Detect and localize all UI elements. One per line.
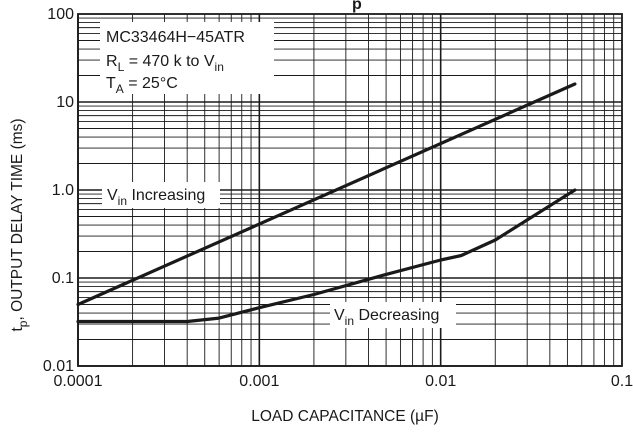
x-axis-title: LOAD CAPACITANCE (µF) bbox=[251, 408, 438, 425]
label-increasing-rest: Increasing bbox=[127, 187, 205, 204]
y-tick-label: 0.1 bbox=[52, 270, 74, 287]
x-tick-label: 0.001 bbox=[239, 373, 279, 390]
x-tick-label: 0.0001 bbox=[54, 373, 103, 390]
y-axis-title: tp, OUTPUT DELAY TIME (ms) bbox=[9, 118, 30, 331]
conditions-box: MC33464H−45ATR RL = 470 k to Vin TA = 25… bbox=[100, 22, 274, 96]
x-tick-label: 0.01 bbox=[425, 373, 456, 390]
label-increasing: Vin Increasing bbox=[102, 182, 220, 208]
label-decreasing-main: V bbox=[334, 307, 345, 324]
label-increasing-main: V bbox=[107, 187, 118, 204]
rl-label: RL = 470 k to Vin bbox=[106, 53, 224, 74]
y-tick-label: 10 bbox=[56, 94, 74, 111]
label-increasing-text: Vin Increasing bbox=[107, 187, 205, 208]
series-line-vin-decreasing bbox=[76, 188, 577, 324]
x-tick-label: 0.1 bbox=[611, 373, 633, 390]
label-decreasing-sub: in bbox=[345, 314, 354, 328]
rl-sub2: in bbox=[215, 60, 224, 74]
y-axis-title-rest: , OUTPUT DELAY TIME (ms) bbox=[9, 118, 26, 320]
ta-rest: = 25°C bbox=[124, 75, 178, 92]
y-tick-label: 100 bbox=[47, 6, 74, 23]
y-tick-label: 1.0 bbox=[52, 182, 74, 199]
rl-main: R bbox=[106, 53, 118, 70]
label-decreasing-text: Vin Decreasing bbox=[334, 307, 439, 328]
ta-sub: A bbox=[116, 82, 124, 96]
plot-frame bbox=[77, 13, 623, 367]
ta-label: TA = 25°C bbox=[106, 75, 178, 96]
series-line-vin-increasing bbox=[76, 82, 577, 307]
label-decreasing-bg bbox=[330, 302, 456, 328]
y-tick-label: 0.01 bbox=[43, 358, 74, 375]
label-increasing-sub: in bbox=[118, 194, 127, 208]
conditions-box-bg bbox=[100, 22, 274, 94]
label-decreasing-rest: Decreasing bbox=[354, 307, 439, 324]
device-label: MC33464H−45ATR bbox=[106, 29, 245, 46]
series-lines bbox=[76, 82, 577, 324]
label-decreasing: Vin Decreasing bbox=[330, 302, 456, 328]
rl-sub: L bbox=[118, 60, 125, 74]
y-axis-title-sub: p bbox=[16, 320, 30, 327]
ta-main: T bbox=[106, 75, 116, 92]
chart-title-fragment: p bbox=[352, 0, 362, 13]
rl-rest: = 470 k to V bbox=[124, 53, 215, 70]
y-axis-title-main: t bbox=[9, 327, 26, 332]
tick-labels: 0.0001 0.001 0.01 0.1 0.01 0.1 1.0 10 100 bbox=[43, 6, 633, 390]
label-increasing-bg bbox=[102, 182, 220, 208]
